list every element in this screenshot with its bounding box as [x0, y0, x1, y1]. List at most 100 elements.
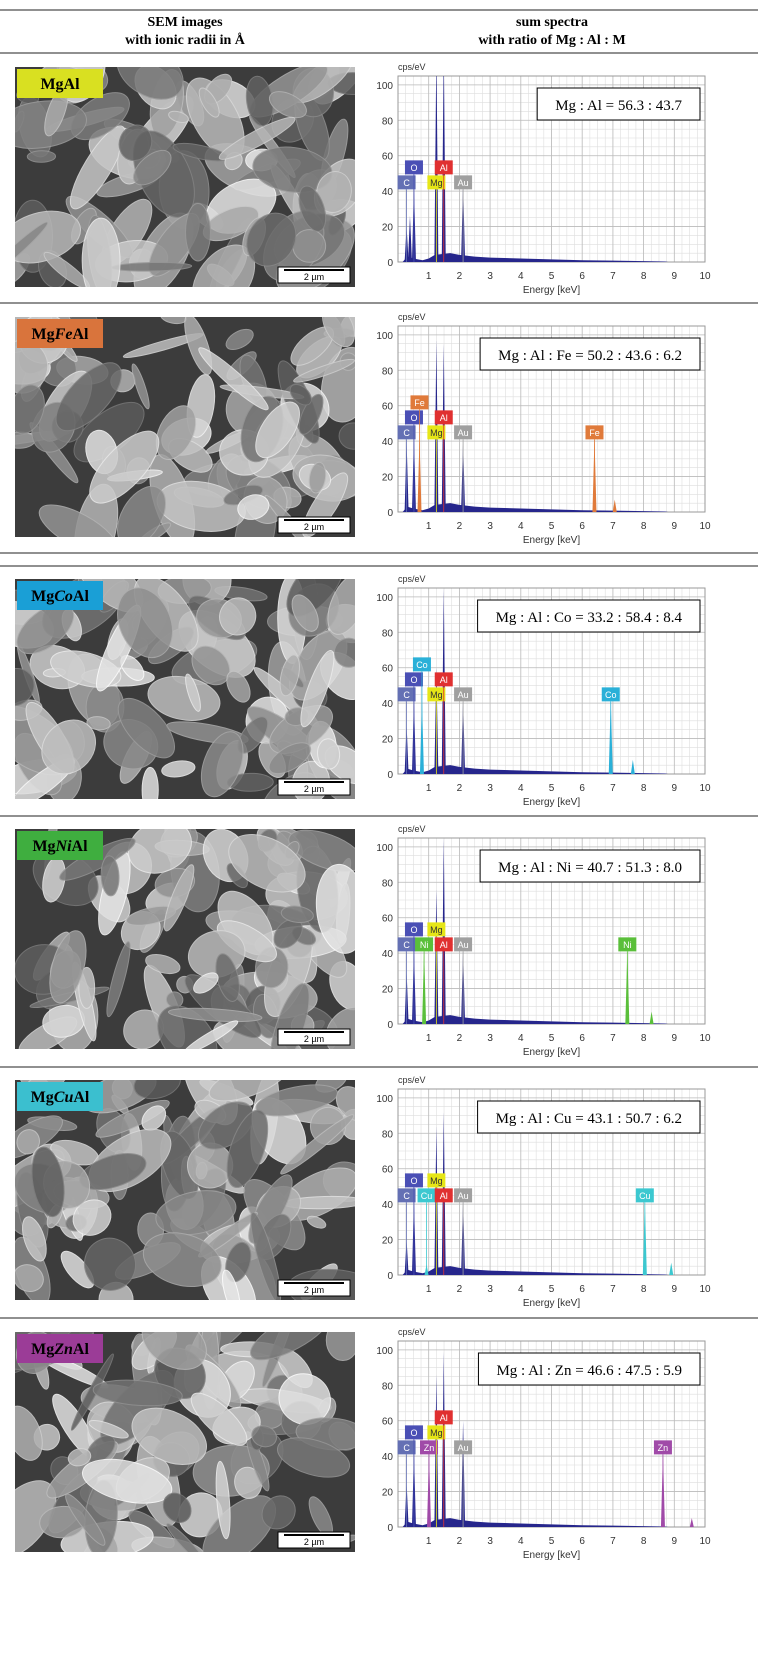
y-tick-label: 100	[376, 81, 393, 92]
sem-flake	[291, 594, 319, 632]
ratio-box	[536, 87, 701, 121]
x-tick-label: 1	[426, 1284, 432, 1295]
element-tag	[397, 937, 416, 952]
x-tick-label: 7	[610, 1536, 616, 1547]
y-tick-label: 100	[376, 1094, 393, 1105]
peak	[612, 499, 617, 512]
x-tick-label: 8	[641, 1033, 647, 1044]
element-tag	[635, 1188, 654, 1203]
sem-flake	[268, 91, 307, 119]
sem-flake	[141, 766, 159, 799]
element-tag-label: Cu	[421, 1191, 433, 1201]
y-tick-label: 20	[382, 985, 394, 996]
sem-flake	[315, 863, 355, 954]
element-tag	[404, 410, 423, 425]
sem-flake	[142, 1232, 222, 1287]
sem-flake	[89, 430, 160, 504]
element-tag-label: Fe	[414, 398, 425, 408]
scale-bar-label: 2 µm	[304, 1034, 324, 1044]
y-tick-label: 20	[382, 473, 394, 484]
sem-flake	[38, 504, 118, 537]
sem-flake	[185, 673, 201, 712]
element-tag	[397, 1188, 416, 1203]
sem-flake	[208, 1080, 289, 1102]
sem-flake	[100, 855, 120, 897]
continuum-area	[402, 1266, 669, 1275]
x-tick-label: 10	[699, 271, 711, 282]
y-tick-label: 20	[382, 1488, 394, 1499]
sem-flake	[279, 654, 300, 697]
element-tag-label: O	[410, 1176, 417, 1186]
element-tag	[404, 672, 423, 687]
element-tag-label: Al	[440, 1191, 448, 1201]
label-part: Mg	[31, 1089, 54, 1106]
element-tag-label: C	[403, 428, 410, 438]
element-tag-label: Zn	[424, 1443, 435, 1453]
x-tick-label: 10	[699, 1284, 711, 1295]
sem-flake	[163, 864, 195, 932]
y-axis-label: cps/eV	[398, 574, 426, 584]
sample-label: MgCuAl	[31, 1089, 90, 1106]
sem-flake	[117, 587, 173, 659]
element-tag-label: C	[403, 1443, 410, 1453]
x-tick-label: 7	[610, 1033, 616, 1044]
sem-flake	[167, 1007, 263, 1023]
sem-image	[15, 1080, 355, 1300]
x-tick-label: 5	[549, 1536, 555, 1547]
x-tick-label: 4	[518, 521, 524, 532]
x-tick-label: 9	[672, 1284, 678, 1295]
element-tag	[404, 1173, 423, 1188]
x-tick-label: 4	[518, 1536, 524, 1547]
sem-flake	[277, 1437, 351, 1478]
x-tick-label: 10	[699, 1536, 711, 1547]
ratio-box	[477, 599, 701, 633]
y-tick-label: 80	[382, 1381, 394, 1392]
y-tick-label: 0	[387, 1271, 393, 1282]
peak	[407, 215, 412, 262]
header-right: with ratio of Mg : Al : M	[478, 33, 625, 48]
x-tick-label: 3	[487, 1284, 493, 1295]
y-tick-label: 100	[376, 1346, 393, 1357]
sem-flake	[69, 125, 126, 210]
sem-flake	[145, 953, 181, 975]
sem-flake	[155, 1190, 237, 1236]
x-tick-label: 5	[549, 1284, 555, 1295]
y-tick-label: 60	[382, 664, 394, 675]
ratio-text: Mg : Al : Cu = 43.1 : 50.7 : 6.2	[496, 1111, 682, 1127]
sem-flake	[86, 716, 111, 731]
element-tag	[417, 1188, 436, 1203]
element-tag-label: O	[410, 163, 417, 173]
sem-flake	[218, 116, 296, 160]
sem-flake	[41, 719, 97, 775]
element-tag-label: Mg	[430, 925, 443, 935]
element-tag	[427, 175, 446, 190]
element-tag-label: O	[410, 675, 417, 685]
element-tag	[404, 160, 423, 175]
peak	[669, 1262, 674, 1275]
x-tick-label: 9	[672, 521, 678, 532]
element-tag	[427, 687, 446, 702]
x-tick-label: 2	[457, 1536, 463, 1547]
x-tick-label: 9	[672, 1536, 678, 1547]
header: SEM images with ionic radii in Å sum spe…	[125, 15, 626, 48]
y-axis-label: cps/eV	[398, 824, 426, 834]
label-part: Mg	[32, 326, 55, 343]
sem-image	[15, 829, 355, 1049]
sem-image	[15, 67, 355, 287]
continuum-area	[402, 253, 669, 262]
x-tick-label: 3	[487, 1033, 493, 1044]
element-tag-label: Ni	[623, 940, 632, 950]
sem-flake	[226, 1109, 269, 1189]
sem-flake	[250, 1332, 332, 1361]
sem-flake	[127, 829, 192, 874]
sem-flake	[190, 1392, 248, 1446]
x-tick-label: 4	[518, 1284, 524, 1295]
x-tick-label: 1	[426, 1536, 432, 1547]
sem-flake	[88, 1420, 129, 1439]
x-tick-label: 3	[487, 271, 493, 282]
x-tick-label: 8	[641, 1536, 647, 1547]
